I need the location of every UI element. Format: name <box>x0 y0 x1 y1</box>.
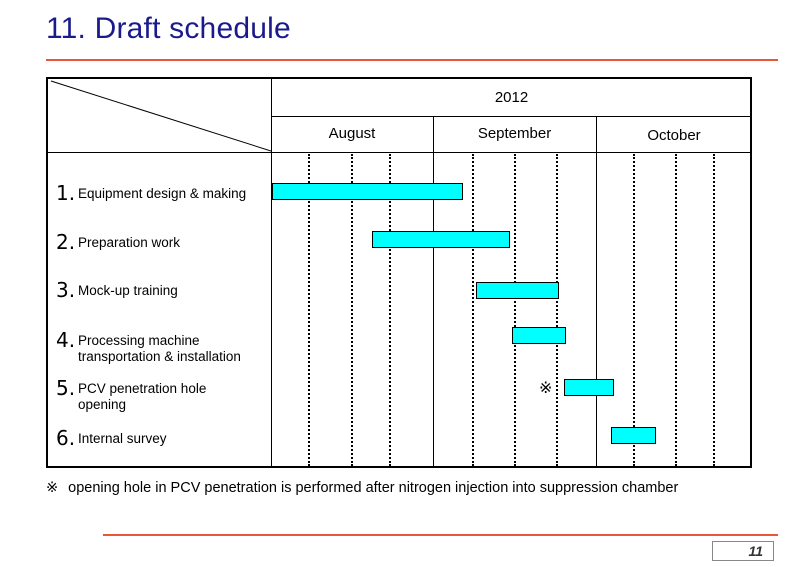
label-column-divider <box>271 79 272 466</box>
task-label: PCV penetration hole <box>78 381 207 396</box>
task-bar-internal-survey <box>611 427 656 444</box>
task-number: 2. <box>56 230 76 254</box>
month-september: September <box>477 125 552 142</box>
week-gridline <box>556 154 558 466</box>
header-bottom-divider <box>48 152 752 153</box>
task-label: Internal survey <box>78 431 167 446</box>
week-gridline <box>675 154 677 466</box>
task-label: Equipment design & making <box>78 186 247 201</box>
year-label: 2012 <box>494 89 529 106</box>
task-number: 1. <box>56 181 76 205</box>
note-marker-icon: ※ <box>539 378 553 397</box>
task-number: 4. <box>56 328 76 352</box>
week-gridline <box>308 154 310 466</box>
task-number: 6. <box>56 426 76 450</box>
task-number: 3. <box>56 278 76 302</box>
month-divider-sep-oct <box>596 116 597 466</box>
week-gridline <box>633 154 635 466</box>
gantt-chart: 2012 August September October 1. Equipme… <box>46 77 752 468</box>
week-gridline <box>389 154 391 466</box>
month-divider-aug-sep <box>433 116 434 466</box>
task-bar-processing-machine <box>512 327 566 344</box>
month-august: August <box>328 125 376 142</box>
year-row-divider <box>271 116 752 117</box>
task-bar-equipment-design <box>272 183 463 200</box>
week-gridline <box>514 154 516 466</box>
task-bar-pcv-hole-opening <box>564 379 614 396</box>
slide-title: 11. Draft schedule <box>46 12 291 45</box>
task-label-line2: opening <box>78 397 127 412</box>
task-label: Processing machine <box>78 333 200 348</box>
task-label: Preparation work <box>78 235 181 250</box>
footnote-marker-icon: ※ <box>46 480 59 496</box>
month-october: October <box>647 127 701 144</box>
corner-diagonal <box>50 80 271 152</box>
footnote: ※ opening hole in PCV penetration is perf… <box>46 480 678 496</box>
footer-divider <box>103 534 778 536</box>
task-label-line2: transportation & installation <box>78 349 241 364</box>
task-number: 5. <box>56 376 76 400</box>
week-gridline <box>351 154 353 466</box>
week-gridline <box>472 154 474 466</box>
week-gridline <box>713 154 715 466</box>
footnote-text: opening hole in PCV penetration is perfo… <box>68 480 679 496</box>
task-label: Mock-up training <box>78 283 178 298</box>
title-divider <box>46 59 778 61</box>
task-bar-preparation <box>372 231 510 248</box>
task-bar-mockup-training <box>476 282 559 299</box>
page-number: 11 <box>712 541 774 561</box>
